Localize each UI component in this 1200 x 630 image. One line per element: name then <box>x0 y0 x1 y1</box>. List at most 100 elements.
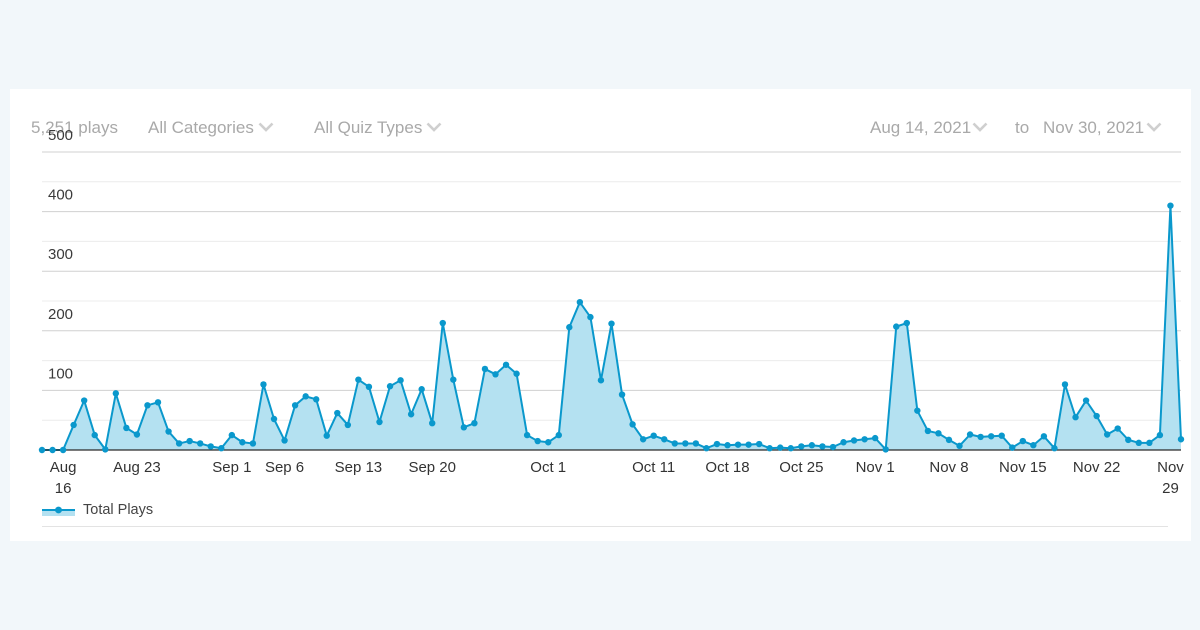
data-point[interactable] <box>935 430 942 437</box>
data-point[interactable] <box>766 445 773 452</box>
data-point[interactable] <box>1167 202 1174 209</box>
data-point[interactable] <box>418 386 425 393</box>
data-point[interactable] <box>450 376 457 383</box>
data-point[interactable] <box>397 377 404 384</box>
data-point[interactable] <box>302 393 309 400</box>
data-point[interactable] <box>998 432 1005 439</box>
data-point[interactable] <box>523 431 531 439</box>
data-point[interactable] <box>703 445 710 452</box>
data-point[interactable] <box>977 433 984 441</box>
data-point[interactable] <box>154 399 162 406</box>
data-point[interactable] <box>893 323 900 330</box>
data-point[interactable] <box>165 428 172 435</box>
data-point[interactable] <box>91 431 98 439</box>
data-point[interactable] <box>1156 431 1164 439</box>
data-point[interactable] <box>239 439 246 446</box>
data-point[interactable] <box>1082 397 1090 404</box>
data-point[interactable] <box>956 442 963 450</box>
data-point[interactable] <box>903 319 910 327</box>
data-point[interactable] <box>745 441 752 448</box>
data-point[interactable] <box>429 419 436 427</box>
data-point[interactable] <box>1051 445 1058 452</box>
data-point[interactable] <box>80 397 88 404</box>
data-point[interactable] <box>513 370 520 377</box>
data-point[interactable] <box>249 440 257 447</box>
data-point[interactable] <box>1019 437 1027 445</box>
data-point[interactable] <box>1146 439 1153 447</box>
data-point[interactable] <box>1093 412 1100 420</box>
data-point[interactable] <box>724 442 731 449</box>
data-point[interactable] <box>355 376 362 383</box>
data-point[interactable] <box>1114 425 1121 432</box>
data-point[interactable] <box>566 324 573 331</box>
data-point[interactable] <box>808 442 816 449</box>
data-point[interactable] <box>407 411 415 418</box>
data-point[interactable] <box>281 437 288 444</box>
data-point[interactable] <box>650 432 657 439</box>
data-point[interactable] <box>734 441 742 448</box>
end-date-dropdown[interactable]: Nov 30, 2021 <box>1043 118 1162 138</box>
data-point[interactable] <box>144 402 151 409</box>
data-point[interactable] <box>270 415 278 423</box>
start-date-dropdown[interactable]: Aug 14, 2021 <box>870 118 988 138</box>
data-point[interactable] <box>1072 414 1079 421</box>
data-point[interactable] <box>534 437 541 445</box>
data-point[interactable] <box>323 432 330 439</box>
data-point[interactable] <box>713 440 721 448</box>
data-point[interactable] <box>49 446 56 454</box>
data-point[interactable] <box>70 421 77 429</box>
data-point[interactable] <box>576 298 584 306</box>
data-point[interactable] <box>777 444 784 451</box>
data-point[interactable] <box>545 439 552 446</box>
data-point[interactable] <box>914 407 921 414</box>
data-point[interactable] <box>133 431 141 438</box>
data-point[interactable] <box>102 446 109 453</box>
data-point[interactable] <box>386 383 394 390</box>
data-point[interactable] <box>38 446 46 454</box>
data-point[interactable] <box>829 443 837 451</box>
data-point[interactable] <box>629 421 636 428</box>
data-point[interactable] <box>787 445 794 452</box>
data-point[interactable] <box>555 431 562 439</box>
data-point[interactable] <box>492 371 499 378</box>
data-point[interactable] <box>861 436 868 443</box>
data-point[interactable] <box>692 440 700 447</box>
data-point[interactable] <box>112 390 120 397</box>
data-point[interactable] <box>291 402 299 409</box>
data-point[interactable] <box>882 446 889 453</box>
data-point[interactable] <box>608 320 615 327</box>
data-point[interactable] <box>798 443 805 450</box>
data-point[interactable] <box>481 365 489 373</box>
series-points[interactable] <box>38 202 1185 454</box>
data-point[interactable] <box>218 445 225 452</box>
data-point[interactable] <box>228 431 236 439</box>
data-point[interactable] <box>987 433 995 440</box>
data-point[interactable] <box>439 319 446 327</box>
data-point[interactable] <box>1009 444 1016 451</box>
data-point[interactable] <box>175 440 183 447</box>
data-point[interactable] <box>840 439 847 446</box>
data-point[interactable] <box>313 396 320 403</box>
data-point[interactable] <box>945 436 953 444</box>
data-point[interactable] <box>186 437 193 445</box>
data-point[interactable] <box>260 381 267 388</box>
data-point[interactable] <box>639 436 647 443</box>
data-point[interactable] <box>597 377 605 384</box>
data-point[interactable] <box>196 440 204 447</box>
data-point[interactable] <box>59 446 67 454</box>
data-point[interactable] <box>587 313 594 321</box>
data-point[interactable] <box>1135 439 1143 447</box>
data-point[interactable] <box>502 361 510 368</box>
quiz-type-dropdown[interactable]: All Quiz Types <box>314 118 442 138</box>
legend-item-total-plays[interactable]: Total Plays <box>42 500 153 520</box>
data-point[interactable] <box>671 440 678 447</box>
data-point[interactable] <box>661 436 668 443</box>
data-point[interactable] <box>1040 433 1048 440</box>
data-point[interactable] <box>1061 381 1069 388</box>
data-point[interactable] <box>1030 442 1037 449</box>
data-point[interactable] <box>924 427 932 435</box>
data-point[interactable] <box>1125 436 1132 444</box>
data-point[interactable] <box>365 383 373 391</box>
data-point[interactable] <box>1177 436 1185 443</box>
category-dropdown[interactable]: All Categories <box>148 118 274 138</box>
